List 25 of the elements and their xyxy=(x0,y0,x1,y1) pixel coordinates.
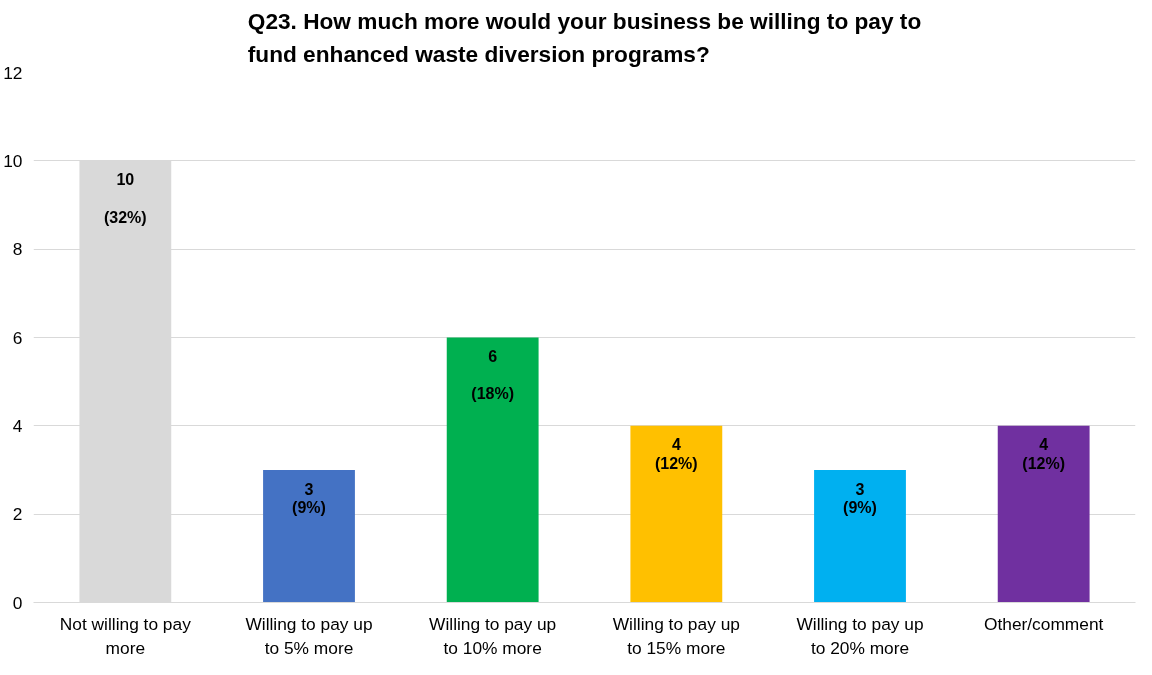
bar xyxy=(997,425,1090,603)
y-tick-label: 4 xyxy=(12,415,23,436)
x-tick-label: Willing to pay up to 5% more xyxy=(245,613,373,658)
y-tick-label: 8 xyxy=(12,239,23,260)
x-tick-label: Other/comment xyxy=(983,613,1104,634)
x-tick-label: Not willing to pay more xyxy=(59,613,192,658)
y-tick-label: 12 xyxy=(3,62,23,83)
bar xyxy=(446,337,539,603)
y-tick-label: 6 xyxy=(12,327,23,348)
data-label: 3 (9%) xyxy=(843,480,877,517)
y-tick-label: 2 xyxy=(12,504,23,525)
text: 10 (32%) xyxy=(103,171,147,226)
chart-title: Q23. How much more would your business be willing to pay to fund enhanced waste diversion programs? xyxy=(247,7,922,68)
bar xyxy=(263,470,355,603)
bar xyxy=(630,425,723,603)
data-label: 4 (12%) xyxy=(654,436,698,473)
y-tick-label: 10 xyxy=(3,150,23,171)
text: 6 (18%) xyxy=(471,348,515,403)
x-tick-label: Willing to pay up to 15% more xyxy=(612,613,740,658)
data-label: 3 (9%) xyxy=(292,480,326,517)
bar xyxy=(814,470,906,603)
x-tick-label: Willing to pay up to 10% more xyxy=(429,613,557,658)
data-label: 4 (12%) xyxy=(1022,436,1066,473)
y-tick-label: 0 xyxy=(12,592,23,613)
x-tick-label: Willing to pay up to 20% more xyxy=(796,613,924,658)
